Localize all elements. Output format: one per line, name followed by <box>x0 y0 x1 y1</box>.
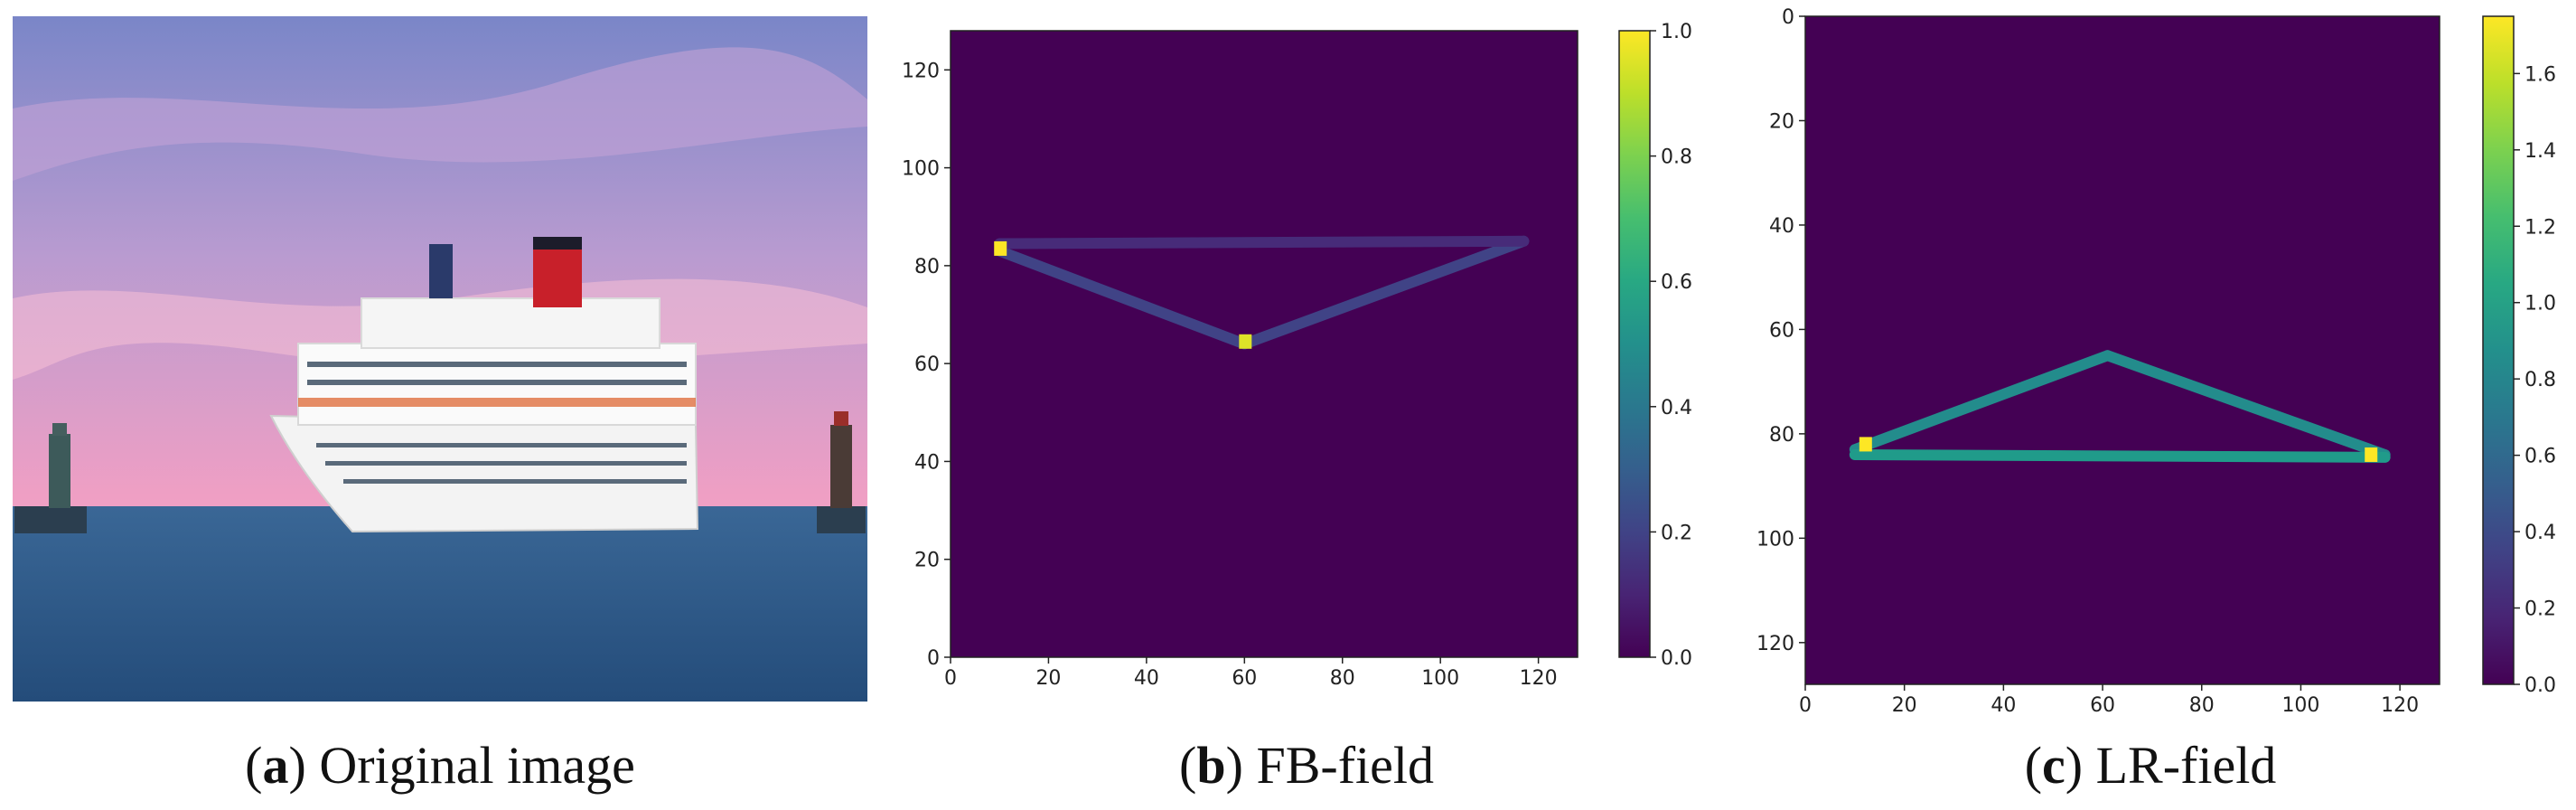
y-tick-label: 80 <box>914 256 940 278</box>
heatmap-background <box>951 31 1578 657</box>
heatmap-hotspot <box>994 240 1007 256</box>
x-tick-label: 60 <box>1232 667 1257 690</box>
heatmap-background <box>1805 16 2440 684</box>
x-tick-label: 100 <box>2281 694 2319 717</box>
y-tick-label: 60 <box>914 353 940 376</box>
colorbar-tick-label: 0.2 <box>2524 598 2556 621</box>
x-tick-label: 40 <box>1991 694 2016 717</box>
lr-field-chart: 0 20 40 60 80 100 120 0 20 40 60 80 100 120 0.0 0.2 0.4 0… <box>1756 6 2556 717</box>
x-tick-label: 80 <box>1330 667 1355 690</box>
sea <box>13 506 867 702</box>
colorbar-tick-label: 1.6 <box>2524 63 2556 86</box>
colorbar-tick-label: 1.0 <box>2524 293 2556 316</box>
y-tick-label: 120 <box>902 60 940 82</box>
heatmap-segment <box>994 245 1251 350</box>
x-tick-label: 0 <box>944 667 957 690</box>
colorbar-tick-label: 1.2 <box>2524 216 2556 239</box>
caption-b-text: FB-field <box>1256 736 1434 795</box>
caption-a: (a) Original image <box>245 736 635 795</box>
y-tick-label: 120 <box>1756 633 1794 655</box>
colorbar <box>1618 30 1651 658</box>
caption-a-letter: a <box>262 736 288 795</box>
y-tick-label: 20 <box>914 550 940 572</box>
colorbar-tick-label: 0.6 <box>1661 271 1692 294</box>
colorbar-tick-label: 1.0 <box>1661 21 1692 43</box>
colorbar-tick-label: 0.0 <box>2524 674 2556 697</box>
lighthouse-right <box>817 411 866 533</box>
y-tick-label: 40 <box>1769 215 1794 238</box>
y-tick-label: 60 <box>1769 319 1794 342</box>
colorbar-tick-label: 0.4 <box>1661 397 1692 419</box>
caption-a-text: Original image <box>319 736 635 795</box>
heatmap-segment <box>1849 448 2391 463</box>
cruise-ship <box>269 237 699 533</box>
colorbar-tick-label: 0.4 <box>2524 522 2556 544</box>
heatmap-hotspot <box>1239 334 1252 349</box>
y-tick-label: 100 <box>1756 528 1794 551</box>
x-tick-label: 60 <box>2090 694 2115 717</box>
colorbar <box>2482 15 2515 685</box>
colorbar-tick-label: 0.6 <box>2524 446 2556 468</box>
lighthouse-left <box>14 423 87 533</box>
y-tick-label: 40 <box>914 451 940 474</box>
colorbar-tick-label: 0.8 <box>1661 146 1692 169</box>
original-photo <box>13 16 867 702</box>
y-tick-label: 100 <box>902 158 940 181</box>
caption-b: (b) FB-field <box>1179 736 1434 795</box>
heatmap-hotspot <box>2365 447 2378 462</box>
x-tick-label: 40 <box>1134 667 1159 690</box>
x-tick-label: 80 <box>2189 694 2215 717</box>
colorbar-tick-label: 0.0 <box>1661 647 1692 670</box>
y-tick-label: 80 <box>1769 424 1794 447</box>
caption-c: (c) LR-field <box>2025 736 2277 795</box>
x-tick-label: 120 <box>2381 694 2419 717</box>
y-tick-label: 0 <box>927 647 940 670</box>
colorbar-tick-label: 0.2 <box>1661 522 1692 544</box>
heatmap-segment <box>1239 235 1530 350</box>
caption-c-text: LR-field <box>2096 736 2277 795</box>
x-tick-label: 20 <box>1892 694 1917 717</box>
x-tick-label: 120 <box>1520 667 1558 690</box>
plot-frame <box>1804 15 2440 685</box>
caption-b-letter: b <box>1196 736 1225 795</box>
y-tick-label: 0 <box>1782 6 1794 29</box>
x-tick-label: 100 <box>1421 667 1459 690</box>
x-tick-label: 0 <box>1799 694 1812 717</box>
fb-field-chart: 0 20 40 60 80 100 120 0 20 40 60 80 100 120 0.0 0.2 0.4 0… <box>902 21 1692 690</box>
heatmap-hotspot <box>1859 437 1872 452</box>
heatmap-segment <box>994 235 1530 250</box>
colorbar-tick-label: 0.8 <box>2524 369 2556 391</box>
plot-frame <box>950 30 1578 658</box>
cloud <box>13 47 867 182</box>
heatmap-segment <box>2102 350 2391 460</box>
caption-c-letter: c <box>2042 736 2065 795</box>
colorbar-tick-label: 1.4 <box>2524 140 2556 163</box>
heatmap-segment <box>1849 350 2113 456</box>
x-tick-label: 20 <box>1035 667 1061 690</box>
y-tick-label: 20 <box>1769 110 1794 133</box>
